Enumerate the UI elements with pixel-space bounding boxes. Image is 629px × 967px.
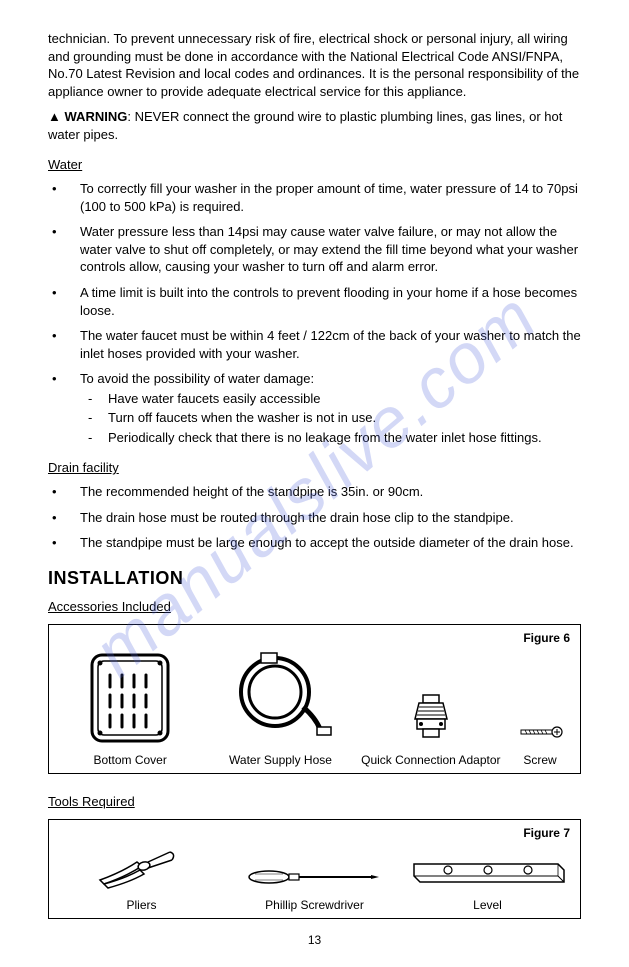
caption: Phillip Screwdriver — [232, 898, 397, 912]
accessories-figure: Figure 6 Bottom Cover — [48, 624, 581, 774]
list-item: The recommended height of the standpipe … — [48, 483, 581, 501]
list-item: To correctly fill your washer in the pro… — [48, 180, 581, 215]
water-sublist: Have water faucets easily accessible Tur… — [80, 390, 581, 447]
accessories-heading: Accessories Included — [48, 599, 171, 614]
list-item: Water pressure less than 14psi may cause… — [48, 223, 581, 276]
list-item: Have water faucets easily accessible — [80, 390, 581, 408]
screw-icon — [515, 717, 565, 747]
list-item: The standpipe must be large enough to ac… — [48, 534, 581, 552]
hose-icon — [225, 647, 335, 747]
water-heading: Water — [48, 157, 82, 172]
drain-list: The recommended height of the standpipe … — [48, 483, 581, 552]
level-icon — [408, 852, 568, 892]
intro-paragraph: technician. To prevent unnecessary risk … — [48, 30, 581, 100]
caption: Pliers — [59, 898, 224, 912]
level-cell: Level — [405, 852, 570, 912]
pliers-icon — [92, 842, 192, 892]
hose-cell: Water Supply Hose — [209, 647, 351, 767]
page-number: 13 — [48, 933, 581, 947]
warning-line: ▲ WARNING: NEVER connect the ground wire… — [48, 108, 581, 143]
tools-row: Pliers Phillip Screwdriver — [59, 842, 570, 912]
bottom-cover-cell: Bottom Cover — [59, 647, 201, 767]
drain-heading: Drain facility — [48, 460, 119, 475]
caption: Level — [405, 898, 570, 912]
bottom-cover-icon — [84, 647, 176, 747]
tools-heading: Tools Required — [48, 794, 135, 809]
list-item: A time limit is built into the controls … — [48, 284, 581, 319]
tools-figure: Figure 7 Pliers — [48, 819, 581, 919]
caption: Bottom Cover — [59, 753, 201, 767]
install-heading: INSTALLATION — [48, 568, 581, 589]
caption: Quick Connection Adaptor — [360, 753, 502, 767]
list-item: Periodically check that there is no leak… — [80, 429, 581, 447]
page: manualslive.com technician. To prevent u… — [0, 0, 629, 967]
list-item: The water faucet must be within 4 feet /… — [48, 327, 581, 362]
figure-label: Figure 6 — [59, 631, 570, 645]
adaptor-icon — [401, 687, 461, 747]
caption: Screw — [510, 753, 570, 767]
adaptor-cell: Quick Connection Adaptor — [360, 687, 502, 767]
list-item-text: To avoid the possibility of water damage… — [80, 371, 314, 386]
pliers-cell: Pliers — [59, 842, 224, 912]
screw-cell: Screw — [510, 717, 570, 767]
screwdriver-icon — [245, 862, 385, 892]
screwdriver-cell: Phillip Screwdriver — [232, 862, 397, 912]
list-item: Turn off faucets when the washer is not … — [80, 409, 581, 427]
figure-label: Figure 7 — [59, 826, 570, 840]
warning-icon: ▲ — [48, 109, 61, 124]
water-list: To correctly fill your washer in the pro… — [48, 180, 581, 446]
accessories-row: Bottom Cover Water Supply Hose — [59, 647, 570, 767]
list-item: To avoid the possibility of water damage… — [48, 370, 581, 446]
warning-label: WARNING — [65, 109, 128, 124]
caption: Water Supply Hose — [209, 753, 351, 767]
list-item: The drain hose must be routed through th… — [48, 509, 581, 527]
